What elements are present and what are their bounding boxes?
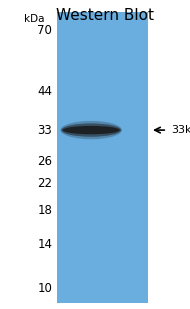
Text: 33kDa: 33kDa [171, 125, 190, 135]
Text: 26: 26 [37, 155, 52, 168]
Text: 18: 18 [37, 204, 52, 217]
Text: 10: 10 [37, 282, 52, 295]
Text: Western Blot: Western Blot [55, 8, 154, 23]
Text: kDa: kDa [24, 14, 45, 24]
Text: 14: 14 [37, 238, 52, 251]
FancyBboxPatch shape [57, 12, 148, 303]
Text: 44: 44 [37, 85, 52, 98]
Text: 22: 22 [37, 177, 52, 190]
Ellipse shape [61, 123, 121, 137]
Ellipse shape [63, 126, 120, 134]
Ellipse shape [60, 121, 122, 139]
Text: 33: 33 [37, 124, 52, 137]
Text: 70: 70 [37, 23, 52, 36]
